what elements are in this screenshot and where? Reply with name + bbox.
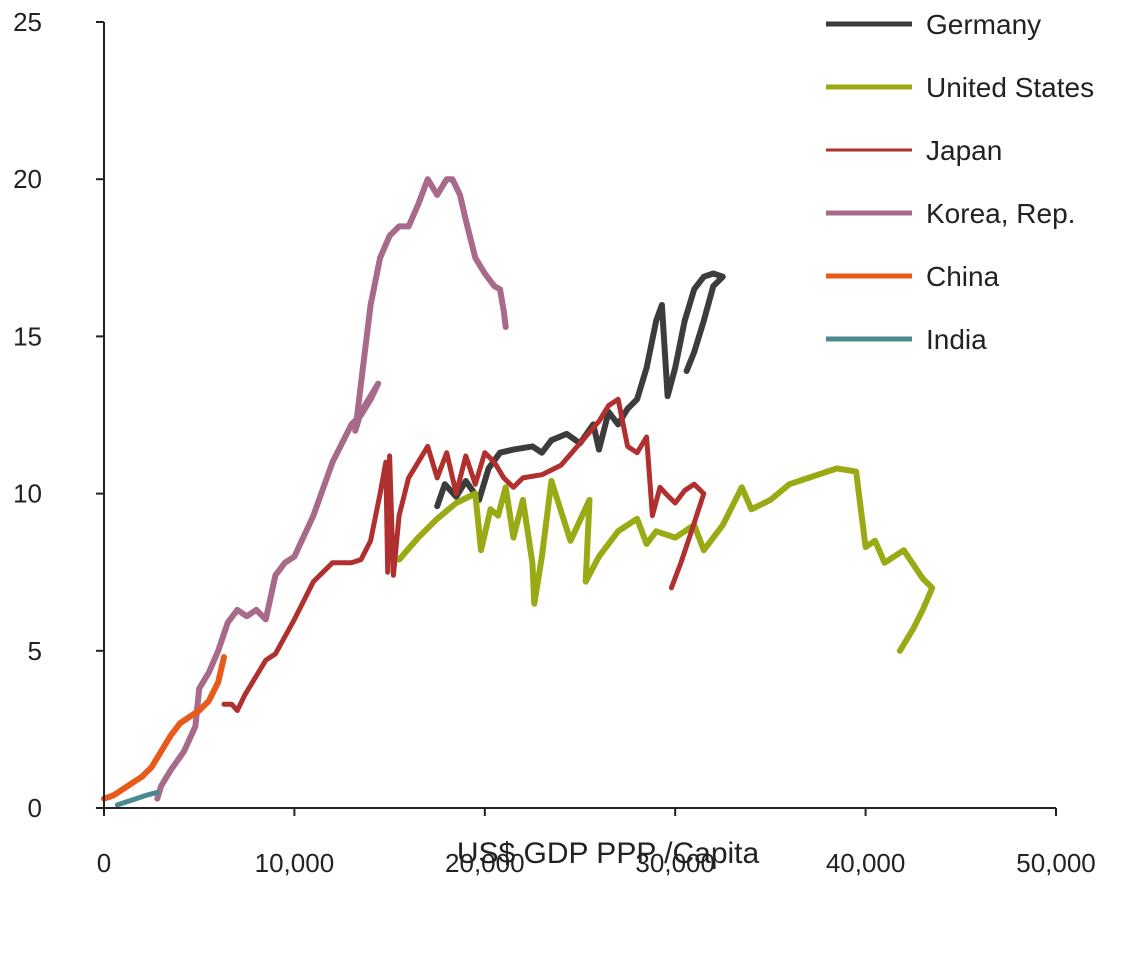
legend-label-united-states: United States <box>926 72 1094 103</box>
x-tick-label: 50,000 <box>1016 848 1096 878</box>
y-tick-label: 0 <box>28 793 42 823</box>
x-tick-label: 20,000 <box>445 848 525 878</box>
legend-label-korea-rep: Korea, Rep. <box>926 198 1075 229</box>
x-tick-label: 30,000 <box>635 848 715 878</box>
y-tick-label: 20 <box>13 164 42 194</box>
y-tick-label: 10 <box>13 479 42 509</box>
series-line-united-states <box>396 465 936 654</box>
x-tick-label: 10,000 <box>255 848 335 878</box>
legend: Germany United States Japan Korea, Rep. Chin… <box>826 9 1094 355</box>
y-tick-label: 25 <box>13 7 42 37</box>
series-line-india <box>114 789 160 808</box>
series-line-japan <box>221 396 707 713</box>
legend-label-germany: Germany <box>926 9 1041 40</box>
series-line-china <box>101 654 227 802</box>
series-line-korea-rep <box>154 176 509 802</box>
x-tick-label: 40,000 <box>826 848 906 878</box>
y-axis-ticks: 0 5 10 15 20 25 <box>13 7 104 823</box>
y-tick-label: 5 <box>28 636 42 666</box>
plot-lines <box>101 176 936 808</box>
legend-label-japan: Japan <box>926 135 1002 166</box>
legend-label-india: India <box>926 324 987 355</box>
y-tick-label: 15 <box>13 321 42 351</box>
x-axis-title: US$ GDP PPP /Capita <box>457 837 760 870</box>
x-tick-label: 0 <box>97 848 111 878</box>
x-axis-ticks: 0 10,000 20,000 30,000 40,000 50,000 <box>97 808 1096 878</box>
legend-label-china: China <box>926 261 1000 292</box>
